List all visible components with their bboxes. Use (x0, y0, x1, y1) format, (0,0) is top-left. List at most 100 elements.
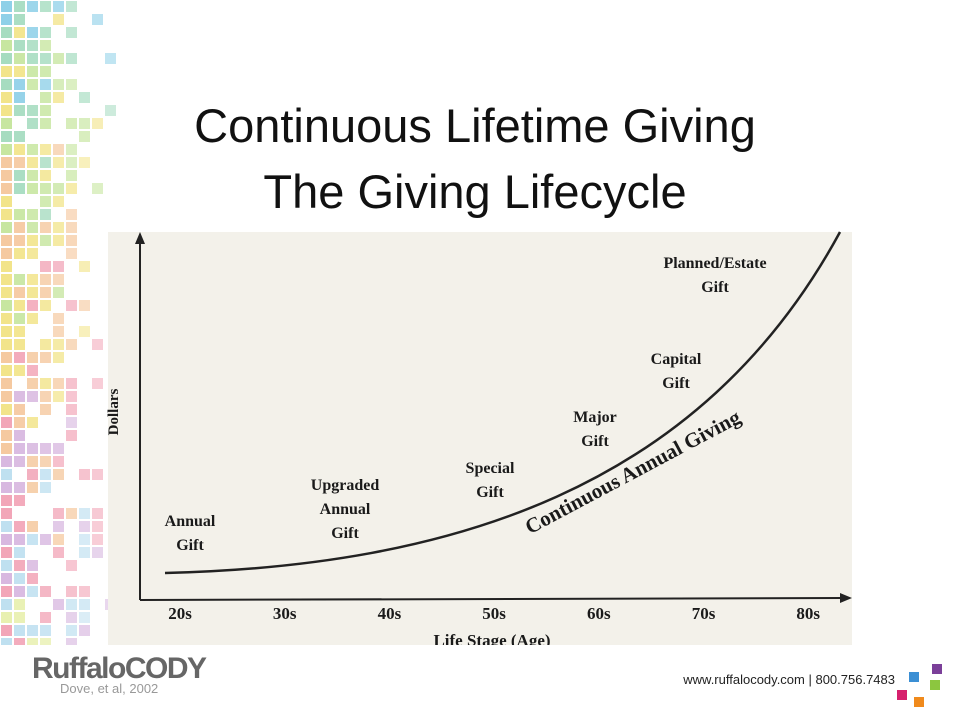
mosaic-tile (66, 404, 77, 415)
mosaic-tile (14, 248, 25, 259)
mosaic-tile (53, 79, 64, 90)
mosaic-tile (40, 443, 51, 454)
mosaic-tile (27, 27, 38, 38)
logo-square (930, 680, 940, 690)
mosaic-tile (66, 638, 77, 649)
x-axis (139, 597, 845, 601)
mosaic-tile (40, 339, 51, 350)
mosaic-tile (79, 261, 90, 272)
mosaic-tile (1, 261, 12, 272)
mosaic-tile (14, 144, 25, 155)
mosaic-tile (1, 105, 12, 116)
mosaic-tile (27, 534, 38, 545)
mosaic-tile (66, 222, 77, 233)
mosaic-tile (66, 612, 77, 623)
mosaic-tile (1, 66, 12, 77)
annotation-line: Gift (581, 433, 609, 450)
mosaic-tile (92, 339, 103, 350)
mosaic-tile (53, 92, 64, 103)
title-line: Continuous Lifetime Giving (194, 99, 756, 152)
mosaic-tile (40, 300, 51, 311)
mosaic-tile (40, 105, 51, 116)
mosaic-tile (40, 66, 51, 77)
mosaic-tile (14, 79, 25, 90)
mosaic-tile (14, 313, 25, 324)
mosaic-tile (40, 53, 51, 64)
mosaic-tile (27, 105, 38, 116)
mosaic-tile (14, 352, 25, 363)
mosaic-tile (40, 144, 51, 155)
mosaic-tile (40, 404, 51, 415)
mosaic-tile (66, 53, 77, 64)
annotations: Annual Gift Upgraded Annual Gift Special Gift M… (165, 255, 767, 554)
x-labels: 20s 30s 40s 50s 60s 70s 80s (168, 604, 820, 623)
mosaic-tile (66, 1, 77, 12)
annotation-line: Capital (651, 351, 702, 368)
mosaic-tile (53, 391, 64, 402)
mosaic-tile (40, 235, 51, 246)
mosaic-tile (40, 586, 51, 597)
mosaic-tile (14, 300, 25, 311)
mosaic-tile (40, 170, 51, 181)
mosaic-tile (53, 196, 64, 207)
mosaic-tile (79, 612, 90, 623)
mosaic-tile (40, 469, 51, 480)
mosaic-tile (1, 131, 12, 142)
y-axis-arrow (135, 232, 145, 244)
x-label: 40s (378, 604, 402, 623)
mosaic-tile (1, 40, 12, 51)
mosaic-tile (66, 157, 77, 168)
mosaic-tile (40, 391, 51, 402)
mosaic-tile (27, 66, 38, 77)
mosaic-tile (53, 274, 64, 285)
x-axis-arrow (840, 593, 852, 603)
mosaic-tile (1, 183, 12, 194)
annotation-line: Special (466, 460, 515, 477)
mosaic-tile (79, 118, 90, 129)
mosaic-tile (27, 1, 38, 12)
mosaic-tile (14, 209, 25, 220)
mosaic-tile (27, 586, 38, 597)
mosaic-tile (14, 547, 25, 558)
mosaic-tile (1, 508, 12, 519)
mosaic-tile (66, 599, 77, 610)
mosaic-tile (14, 27, 25, 38)
mosaic-tile (40, 638, 51, 649)
mosaic-tile (14, 53, 25, 64)
mosaic-tile (53, 469, 64, 480)
mosaic-tile (66, 339, 77, 350)
mosaic-tile (27, 53, 38, 64)
mosaic-tile (1, 27, 12, 38)
mosaic-tile (1, 560, 12, 571)
mosaic-tile (53, 1, 64, 12)
mosaic-tile (92, 118, 103, 129)
mosaic-tile (1, 534, 12, 545)
logo-square (909, 672, 919, 682)
mosaic-tile (14, 326, 25, 337)
annotation-line: Gift (476, 484, 504, 501)
mosaic-tile (14, 274, 25, 285)
mosaic-tile (40, 534, 51, 545)
mosaic-tile (53, 235, 64, 246)
mosaic-tile (27, 469, 38, 480)
mosaic-tile (40, 209, 51, 220)
mosaic-tile (79, 521, 90, 532)
mosaic-tile (27, 443, 38, 454)
mosaic-tile (53, 378, 64, 389)
mosaic-tile (14, 131, 25, 142)
mosaic-tile (53, 14, 64, 25)
mosaic-tile (92, 521, 103, 532)
mosaic-tile (66, 183, 77, 194)
mosaic-tile (14, 287, 25, 298)
mosaic-tile (27, 378, 38, 389)
mosaic-tile (27, 313, 38, 324)
mosaic-tile (14, 612, 25, 623)
mosaic-tile (14, 339, 25, 350)
mosaic-tile (1, 456, 12, 467)
mosaic-tile (53, 547, 64, 558)
citation: Dove, et al, 2002 (60, 681, 158, 696)
mosaic-tile (14, 417, 25, 428)
logo-square (932, 664, 942, 674)
mosaic-tile (79, 157, 90, 168)
mosaic-tile (53, 53, 64, 64)
